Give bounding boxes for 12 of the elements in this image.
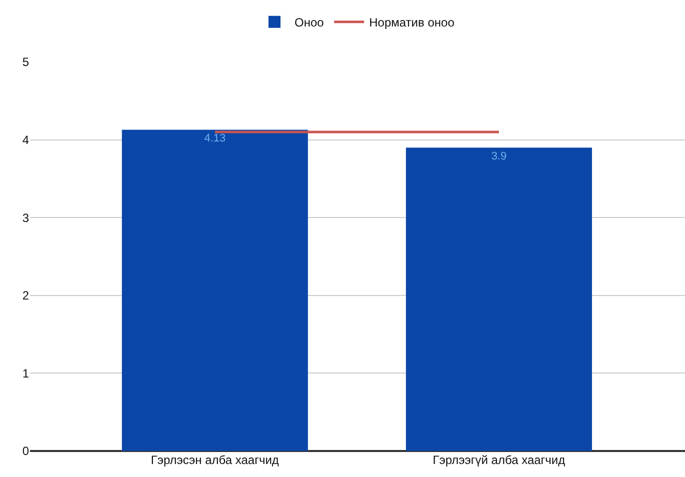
data-label: 3.9 <box>491 150 507 163</box>
x-tick-label: Гэрлэсэн алба хаагчид <box>150 453 279 467</box>
y-tick-label: 5 <box>22 55 30 70</box>
y-tick-label: 4 <box>22 133 30 147</box>
x-tick-label: Гэрлээгүй алба хаагчид <box>432 453 566 467</box>
legend-label: Норматив оноо <box>369 16 455 30</box>
y-tick-label: 0 <box>22 444 30 458</box>
y-tick-label: 3 <box>22 210 30 225</box>
data-label: 4.13 <box>204 132 226 145</box>
y-tick-label: 2 <box>22 288 30 303</box>
legend-label: Оноо <box>294 16 324 30</box>
y-tick-label: 1 <box>22 366 30 380</box>
